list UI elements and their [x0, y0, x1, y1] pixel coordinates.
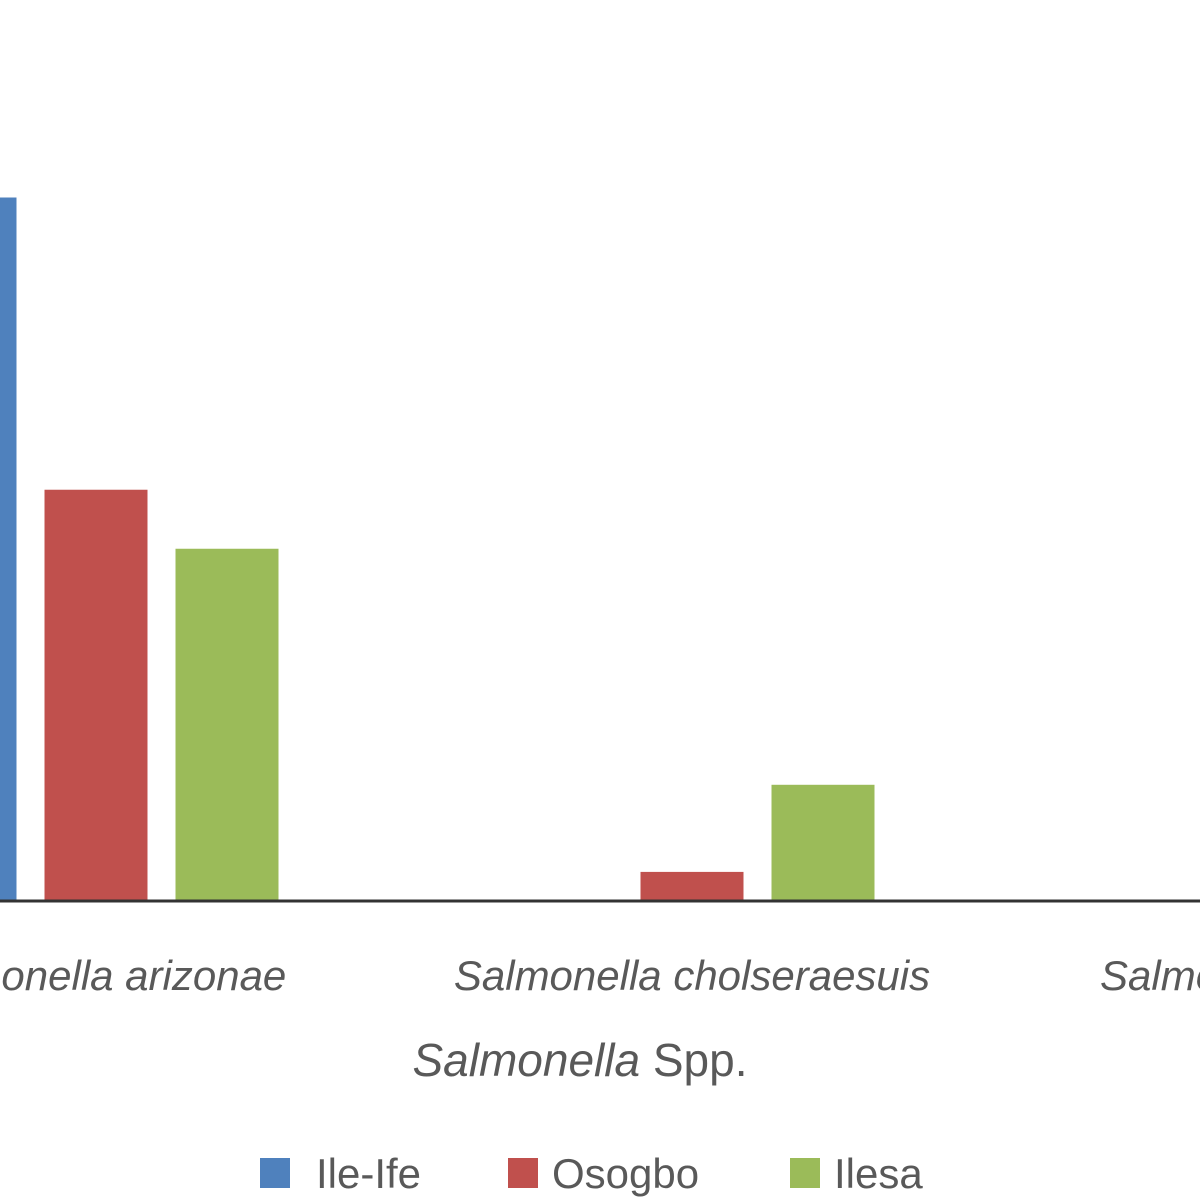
legend-swatch-osogbo [508, 1158, 538, 1188]
x-axis-title-plain: Spp. [640, 1034, 747, 1086]
x-tick-labels: Salmonella arizonae Salmonella cholseraes… [0, 952, 1200, 999]
x-axis-title-italic: Salmonella [413, 1034, 641, 1086]
legend-label-osogbo: Osogbo [552, 1150, 699, 1197]
x-axis-title: Salmonella Spp. [413, 1034, 748, 1086]
x-tick-label: Salmonella [1100, 952, 1200, 999]
legend-swatch-ile-ife [260, 1158, 290, 1188]
bars [0, 197, 875, 900]
bar-osogbo-1 [640, 871, 744, 900]
x-tick-label: Salmonella cholseraesuis [454, 952, 930, 999]
bar-ilesa-0 [175, 548, 279, 900]
x-tick-label: Salmonella arizonae [0, 952, 286, 999]
bar-osogbo-0 [44, 489, 148, 900]
legend-swatch-ilesa [790, 1158, 820, 1188]
legend-label-ilesa: Ilesa [834, 1150, 923, 1197]
legend: Ile-Ife Osogbo Ilesa [260, 1150, 923, 1197]
bar-ile-ife-0 [0, 197, 17, 900]
legend-label-ile-ife: Ile-Ife [316, 1150, 421, 1197]
bar-ilesa-1 [771, 784, 875, 900]
